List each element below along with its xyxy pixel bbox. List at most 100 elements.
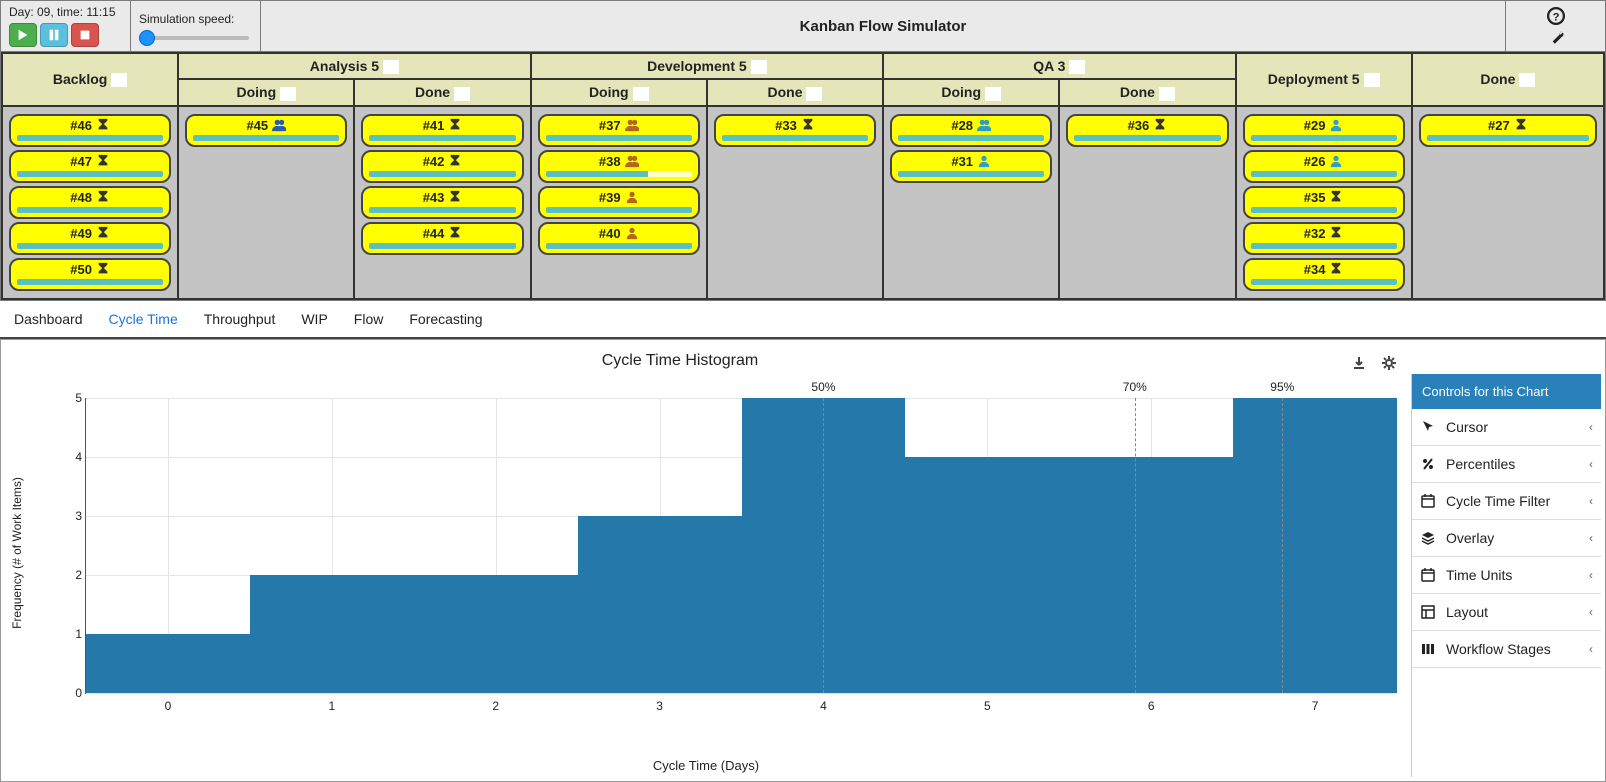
tab-wip[interactable]: WIP — [301, 311, 327, 327]
card-id: #28 — [951, 118, 973, 133]
kanban-card[interactable]: #33 — [714, 114, 876, 147]
kanban-card[interactable]: #48 — [9, 186, 171, 219]
control-item-label: Time Units — [1446, 567, 1579, 583]
control-item-cycle time filter[interactable]: Cycle Time Filter ‹ — [1412, 483, 1601, 520]
chevron-left-icon: ‹ — [1589, 457, 1593, 471]
card-id: #36 — [1128, 118, 1150, 133]
column-header: QA 3 — [883, 53, 1235, 79]
tab-forecasting[interactable]: Forecasting — [409, 311, 482, 327]
settings-icon[interactable] — [1547, 28, 1565, 46]
hourglass-icon — [1329, 226, 1343, 240]
card-id: #27 — [1488, 118, 1510, 133]
y-axis-label: Frequency (# of Work Items) — [10, 477, 24, 629]
kanban-card[interactable]: #31 — [890, 150, 1052, 183]
help-icon[interactable] — [1547, 7, 1565, 25]
kanban-card[interactable]: #36 — [1066, 114, 1228, 147]
histogram-bar — [578, 516, 742, 693]
kanban-card[interactable]: #46 — [9, 114, 171, 147]
kanban-card[interactable]: #40 — [538, 222, 700, 255]
calendar-icon — [1420, 567, 1436, 583]
kanban-card[interactable]: #27 — [1419, 114, 1597, 147]
person-icon — [1329, 154, 1343, 168]
speed-cell: Simulation speed: — [131, 1, 261, 51]
calendar-icon — [1420, 493, 1436, 509]
tab-cycle time[interactable]: Cycle Time — [109, 311, 178, 327]
control-item-label: Cycle Time Filter — [1446, 493, 1579, 509]
card-id: #41 — [423, 118, 445, 133]
card-column: #29 #26 #35 #32 #34 — [1236, 106, 1412, 299]
card-id: #39 — [599, 190, 621, 205]
control-item-layout[interactable]: Layout ‹ — [1412, 594, 1601, 631]
chevron-left-icon: ‹ — [1589, 531, 1593, 545]
people2-icon — [625, 154, 639, 168]
column-header: Deployment 5 — [1236, 53, 1412, 106]
card-id: #38 — [599, 154, 621, 169]
kanban-card[interactable]: #28 — [890, 114, 1052, 147]
kanban-card[interactable]: #44 — [361, 222, 523, 255]
chevron-left-icon: ‹ — [1589, 420, 1593, 434]
play-button[interactable] — [9, 23, 37, 47]
tab-dashboard[interactable]: Dashboard — [14, 311, 83, 327]
person-icon — [1329, 118, 1343, 132]
control-item-overlay[interactable]: Overlay ‹ — [1412, 520, 1601, 557]
control-item-label: Overlay — [1446, 530, 1579, 546]
kanban-card[interactable]: #47 — [9, 150, 171, 183]
kanban-card[interactable]: #37 — [538, 114, 700, 147]
speed-slider[interactable] — [139, 28, 249, 40]
kanban-card[interactable]: #29 — [1243, 114, 1405, 147]
kanban-card[interactable]: #41 — [361, 114, 523, 147]
person-icon — [625, 190, 639, 204]
card-column: #46 #47 #48 #49 #50 — [2, 106, 178, 299]
subcolumn-header: Done — [707, 79, 883, 105]
kanban-card[interactable]: #34 — [1243, 258, 1405, 291]
kanban-card[interactable]: #26 — [1243, 150, 1405, 183]
kanban-card[interactable]: #45 — [185, 114, 347, 147]
people2-icon — [625, 118, 639, 132]
kanban-card[interactable]: #43 — [361, 186, 523, 219]
card-column: #45 — [178, 106, 354, 299]
card-column: #41 #42 #43 #44 — [354, 106, 530, 299]
layers-icon — [1420, 530, 1436, 546]
kanban-card[interactable]: #49 — [9, 222, 171, 255]
kanban-card[interactable]: #42 — [361, 150, 523, 183]
control-item-cursor[interactable]: Cursor ‹ — [1412, 409, 1601, 446]
hourglass-icon — [96, 118, 110, 132]
card-column: #36 — [1059, 106, 1235, 299]
card-column: #27 — [1412, 106, 1604, 299]
chevron-left-icon: ‹ — [1589, 605, 1593, 619]
control-item-percentiles[interactable]: Percentiles ‹ — [1412, 446, 1601, 483]
chevron-left-icon: ‹ — [1589, 568, 1593, 582]
pause-button[interactable] — [40, 23, 68, 47]
tab-flow[interactable]: Flow — [354, 311, 384, 327]
kanban-card[interactable]: #50 — [9, 258, 171, 291]
hourglass-icon — [448, 190, 462, 204]
histogram-bar — [86, 634, 250, 693]
top-control-bar: Day: 09, time: 11:15 Simulation speed: K… — [0, 0, 1606, 52]
daytime-label: Day: 09, time: 11:15 — [9, 5, 122, 19]
download-icon[interactable] — [1351, 355, 1367, 371]
control-item-time units[interactable]: Time Units ‹ — [1412, 557, 1601, 594]
card-id: #29 — [1304, 118, 1326, 133]
chart-controls-header: Controls for this Chart — [1412, 374, 1601, 409]
kanban-card[interactable]: #35 — [1243, 186, 1405, 219]
subcolumn-header: Doing — [178, 79, 354, 105]
chart-settings-icon[interactable] — [1381, 355, 1397, 371]
histogram-bar — [250, 575, 414, 693]
card-id: #32 — [1304, 226, 1326, 241]
kanban-card[interactable]: #39 — [538, 186, 700, 219]
card-id: #50 — [70, 262, 92, 277]
tab-throughput[interactable]: Throughput — [204, 311, 276, 327]
control-item-workflow stages[interactable]: Workflow Stages ‹ — [1412, 631, 1601, 668]
card-id: #35 — [1304, 190, 1326, 205]
histogram-plot: 0123450123456750%70%95% — [85, 398, 1397, 694]
kanban-card[interactable]: #38 — [538, 150, 700, 183]
chevron-left-icon: ‹ — [1589, 494, 1593, 508]
chevron-left-icon: ‹ — [1589, 642, 1593, 656]
column-header: Backlog — [2, 53, 178, 106]
kanban-card[interactable]: #32 — [1243, 222, 1405, 255]
stop-button[interactable] — [71, 23, 99, 47]
percent-icon — [1420, 456, 1436, 472]
card-id: #43 — [423, 190, 445, 205]
percentile-label: 95% — [1270, 380, 1294, 394]
hourglass-icon — [1514, 118, 1528, 132]
